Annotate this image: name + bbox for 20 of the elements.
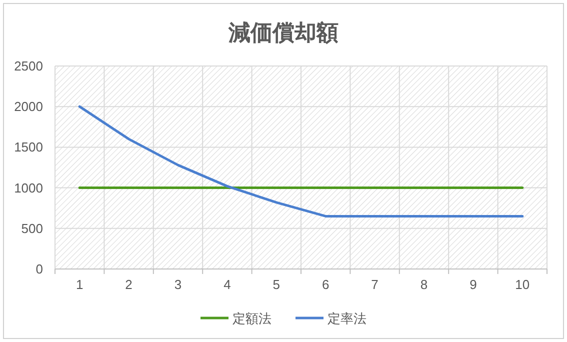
y-tick-label: 2500 — [14, 58, 43, 74]
x-tick-label: 9 — [470, 277, 477, 292]
legend-label: 定額法 — [232, 311, 272, 326]
y-tick-label: 2000 — [14, 99, 43, 114]
x-tick-label: 3 — [174, 277, 182, 292]
y-tick-label: 500 — [21, 220, 43, 236]
y-tick-label: 1500 — [14, 140, 43, 155]
x-tick-label: 5 — [272, 277, 280, 292]
x-tick-label: 2 — [125, 277, 132, 292]
chart-title: 減価償却額 — [228, 20, 338, 46]
x-tick-label: 10 — [515, 277, 530, 292]
line-series — [78, 105, 524, 218]
legend-label: 定率法 — [328, 311, 366, 326]
y-tick-label: 0 — [36, 262, 43, 276]
x-tick-label: 1 — [76, 277, 84, 292]
x-tick-label: 7 — [371, 277, 378, 292]
x-tick-label: 4 — [224, 277, 231, 292]
x-tick-label: 6 — [322, 277, 330, 292]
x-tick-label: 8 — [420, 277, 428, 292]
y-tick-label: 1000 — [14, 180, 43, 196]
